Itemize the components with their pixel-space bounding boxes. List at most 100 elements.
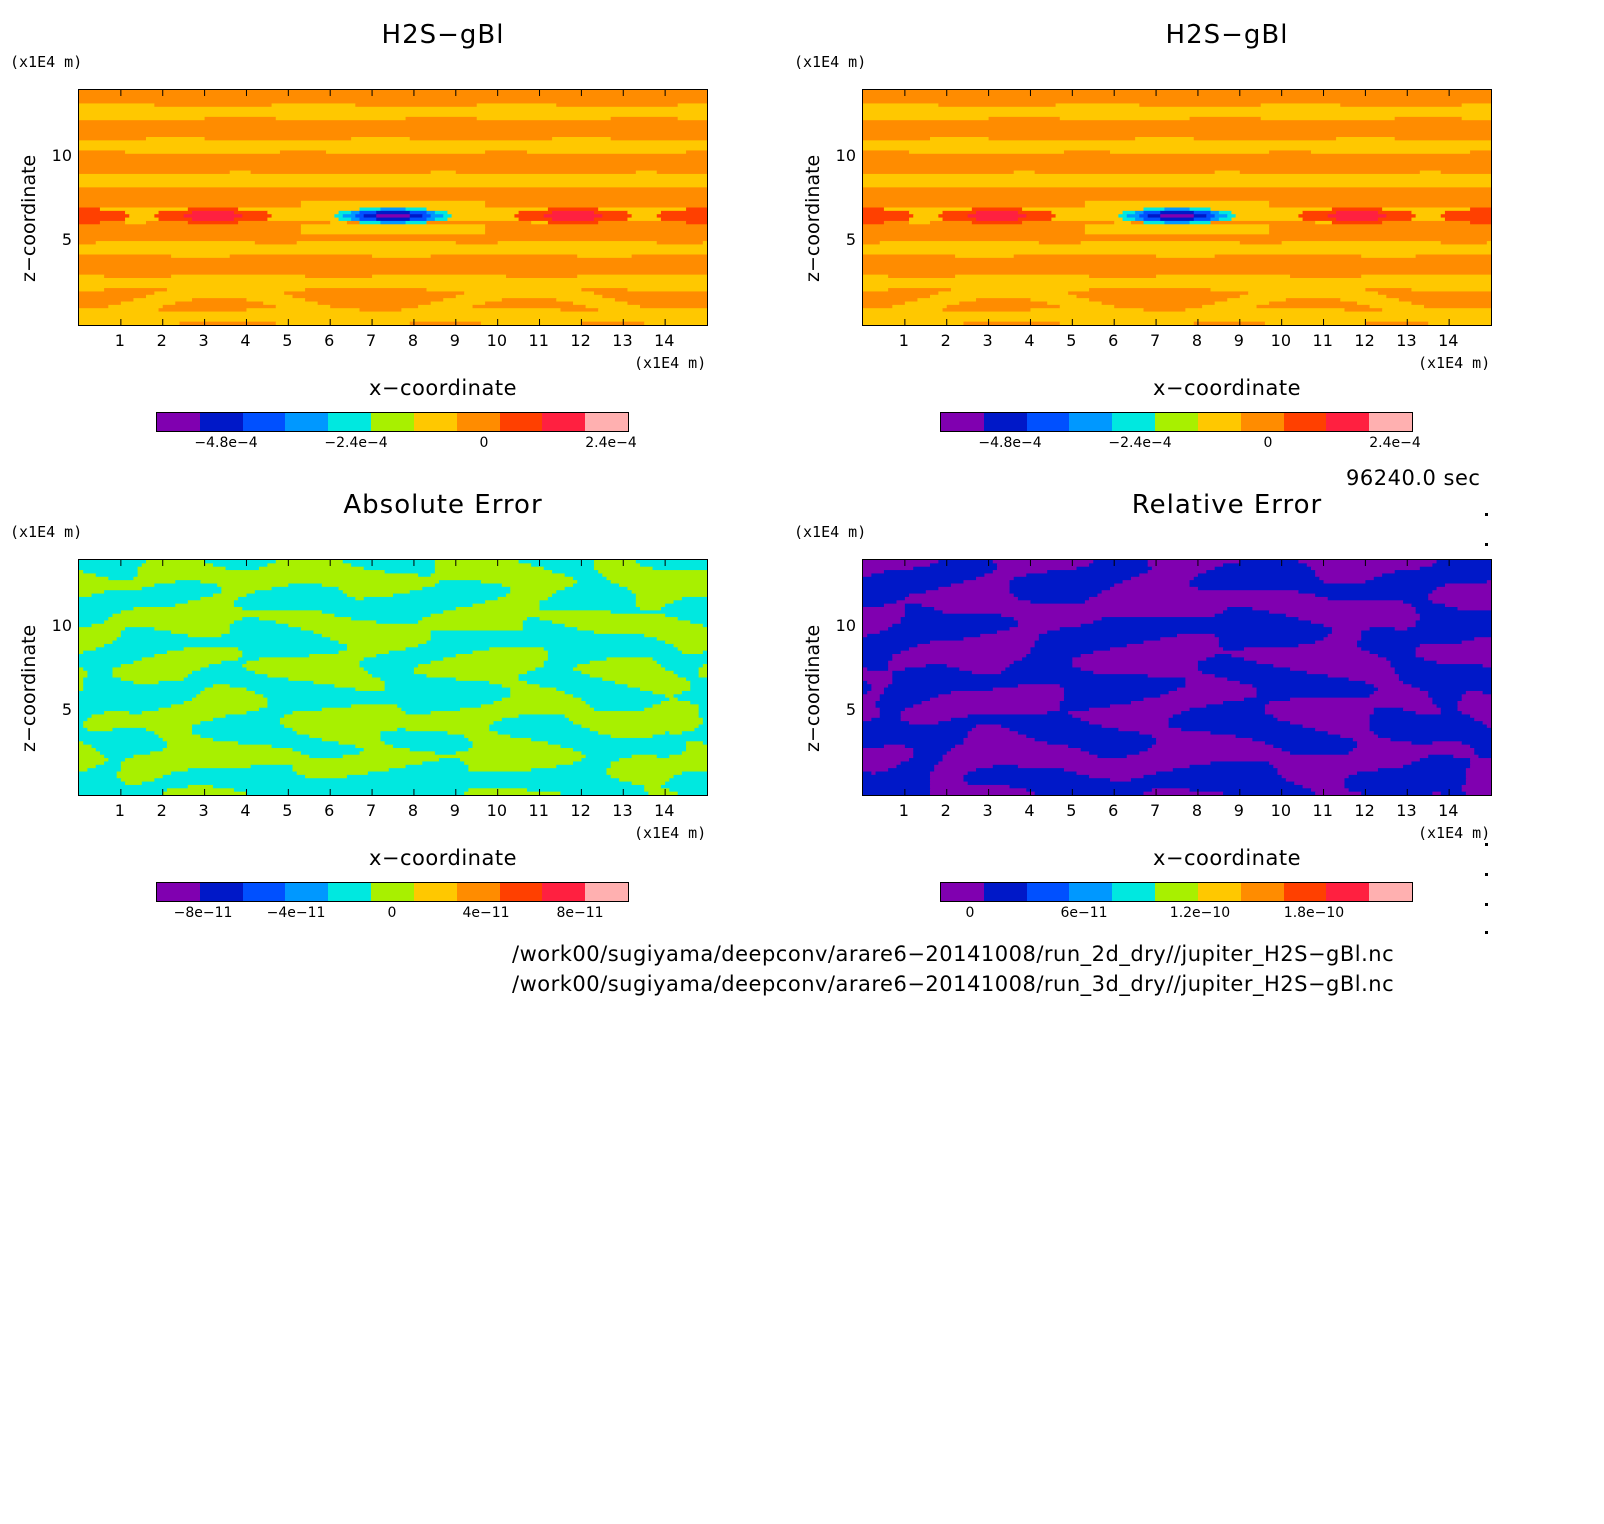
heatmap-cell [1428,694,1463,699]
heatmap-cell [162,304,277,309]
heatmap-cell [1465,771,1491,776]
heatmap-cell [409,321,482,325]
heatmap-cell [434,560,520,564]
heatmap-cell [690,701,707,705]
heatmap-cell [79,298,135,303]
heatmap-cell [606,771,683,776]
heatmap-cell [1260,116,1396,121]
heatmap-cell [1398,298,1491,303]
heatmap-cell [863,603,885,608]
heatmap-cell [863,234,1491,239]
heatmap-cell [112,670,193,675]
heatmap-cell [1218,640,1316,645]
x-tick-label: 5 [282,331,293,350]
heatmap-cell [1461,694,1491,699]
heatmap-cell [1156,771,1279,776]
heatmap-cell [967,771,1078,776]
heatmap-cell [300,200,486,205]
heatmap-cell [652,657,707,662]
heatmap-cell [1227,677,1350,682]
x-tick-label: 4 [240,331,251,350]
heatmap-cell [363,566,436,571]
heatmap-cell [863,177,1491,182]
heatmap-cell [79,214,130,219]
heatmap-cell [426,640,666,645]
x-tick-label: 3 [198,801,209,820]
heatmap-cell [409,210,428,215]
x-tick-label: 3 [198,331,209,350]
heatmap-cell [863,590,927,595]
x-tick-label: 10 [486,801,508,820]
heatmap-cell [573,583,620,588]
chart-title: H2S−gBl [381,20,505,50]
z-tick-label: 5 [845,230,856,250]
heatmap-cell [133,607,243,611]
heatmap-cell [346,220,361,225]
heatmap-cell [485,231,707,235]
heatmap-cell [1365,288,1413,293]
heatmap-cell [300,231,486,235]
heatmap-cell [300,751,361,756]
heatmap-cell [552,137,612,141]
heatmap-cell [863,664,889,669]
heatmap-cell [1068,291,1249,296]
heatmap-cell [1009,590,1103,595]
heatmap-cell [863,143,1491,148]
heatmap-cell [1063,150,1111,155]
heatmap-cell [1072,714,1174,719]
heatmap-cell [1063,690,1170,695]
heatmap-cell [1013,593,1099,598]
heatmap-cell [938,586,1011,591]
heatmap-cell [1327,596,1429,601]
x-tick-label: 12 [570,801,591,820]
heatmap-cell [171,771,298,776]
heatmap-cell [380,734,465,739]
heatmap-cell [1428,690,1467,695]
heatmap-cell [656,170,707,175]
heatmap-cell [137,573,419,578]
heatmap-cell [1193,214,1207,219]
heatmap-cell [1026,734,1153,739]
heatmap-cell [359,210,377,215]
heatmap-cell [879,711,902,716]
heatmap-cell [1080,654,1216,658]
colorbar-tick-label: −4.8e−4 [194,435,258,451]
heatmap-cell [904,301,960,306]
heatmap-cell [233,620,277,625]
colorbar-swatch [585,413,628,431]
heatmap-cell [443,298,503,303]
heatmap-cell [79,237,707,242]
heatmap-cell [1377,291,1491,296]
heatmap-cell [259,657,365,662]
heatmap-cell [120,778,155,783]
colorbar-swatch [1369,413,1412,431]
heatmap-cell [900,714,969,719]
heatmap-cell [79,170,231,175]
heatmap-cell [863,130,1491,135]
heatmap-cell [1248,291,1379,296]
x-axis-label: x−coordinate [1152,846,1302,870]
heatmap-cell [677,791,707,795]
heatmap-cell [1256,690,1375,695]
heatmap-cell [1063,694,1161,699]
heatmap-cell [863,670,893,675]
heatmap-cell [1444,210,1491,215]
heatmap-cell [929,220,973,225]
heatmap-cell [376,214,411,219]
heatmap-cell [938,214,969,219]
heatmap-cell [606,576,707,581]
heatmap-cell [1063,687,1178,692]
heatmap-cell [531,220,549,225]
heatmap-cell [904,596,1019,601]
heatmap-cell [863,284,1491,289]
heatmap-cell [1357,301,1413,306]
heatmap-cell [1461,697,1491,702]
colorbar-tick-label: −2.4e−4 [324,435,388,451]
heatmap-cell [1403,764,1471,769]
heatmap-cell [472,744,562,749]
marker-dot [1485,873,1488,876]
heatmap-cell [690,680,707,685]
heatmap-cell [506,593,553,598]
heatmap-cell [83,677,122,682]
heatmap-cell [1197,660,1258,665]
